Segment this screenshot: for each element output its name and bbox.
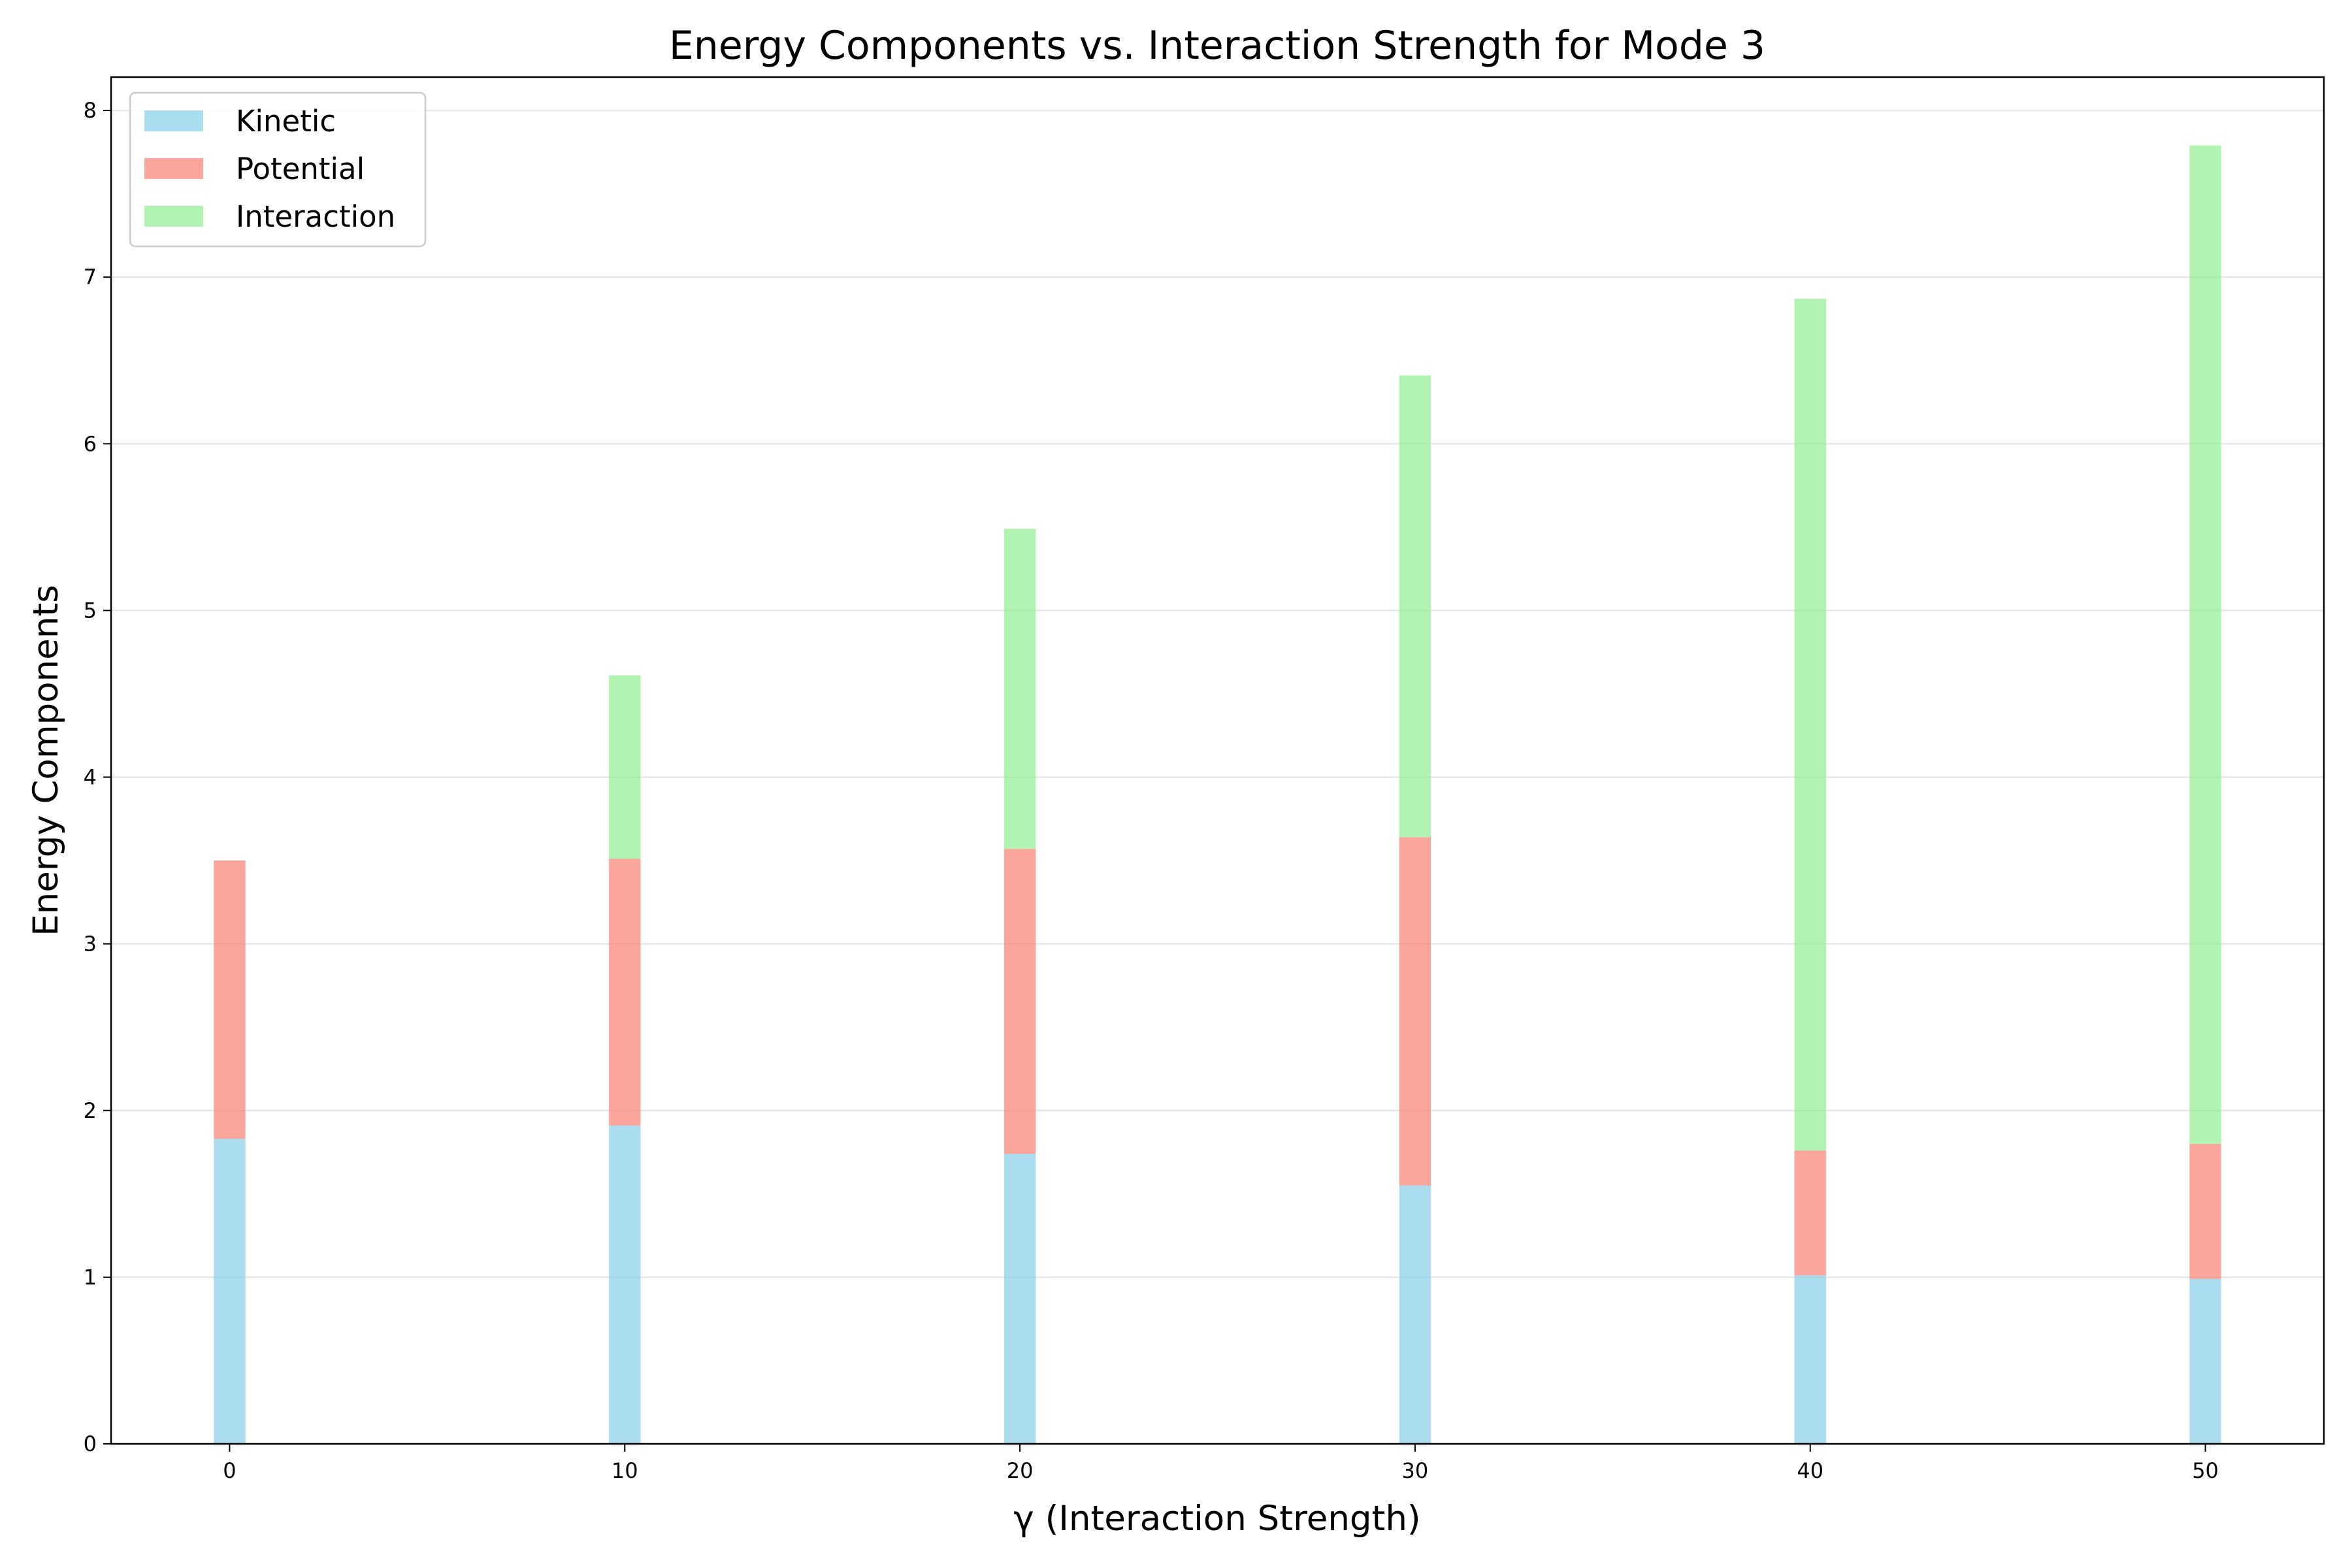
y-tick-label: 6 xyxy=(84,431,97,456)
y-tick-label: 7 xyxy=(84,265,97,289)
ticks-layer: 0 1 2 3 4 5 6 7 8 0 10 20 30 40 50 xyxy=(84,98,2219,1483)
bar-potential-gamma-0 xyxy=(214,860,246,1139)
y-tick-label: 0 xyxy=(84,1431,97,1456)
x-tick-label: 30 xyxy=(1402,1458,1429,1483)
legend-label-kinetic: Kinetic xyxy=(236,104,336,139)
bar-kinetic-gamma-50 xyxy=(2189,1279,2221,1444)
legend: Kinetic Potential Interaction xyxy=(129,91,427,248)
legend-frame xyxy=(129,91,427,248)
bar-interaction-gamma-20 xyxy=(1004,529,1036,849)
y-tick-label: 8 xyxy=(84,98,97,123)
grid-layer xyxy=(111,109,2324,1279)
x-tick-label: 50 xyxy=(2192,1458,2219,1483)
x-tick-label: 0 xyxy=(223,1458,236,1483)
bar-kinetic-gamma-20 xyxy=(1004,1154,1036,1444)
bar-interaction-gamma-50 xyxy=(2189,145,2221,1144)
bar-potential-gamma-40 xyxy=(1794,1150,1826,1276)
x-tick-label: 20 xyxy=(1007,1458,1034,1483)
legend-label-potential: Potential xyxy=(236,152,365,186)
bar-kinetic-gamma-10 xyxy=(609,1125,641,1444)
chart-title: Energy Components vs. Interaction Streng… xyxy=(669,23,1765,69)
legend-swatch-interaction xyxy=(144,206,203,227)
x-tick-label: 10 xyxy=(612,1458,638,1483)
legend-label-interaction: Interaction xyxy=(236,199,395,234)
legend-swatch-kinetic xyxy=(144,110,203,131)
bar-potential-gamma-20 xyxy=(1004,849,1036,1154)
bar-kinetic-gamma-30 xyxy=(1399,1185,1431,1444)
y-tick-label: 2 xyxy=(84,1098,97,1123)
bar-potential-gamma-50 xyxy=(2189,1143,2221,1279)
bar-interaction-gamma-10 xyxy=(609,675,641,859)
bar-kinetic-gamma-40 xyxy=(1794,1275,1826,1444)
legend-swatch-potential xyxy=(144,158,203,179)
plot-frame xyxy=(110,76,2325,1445)
bar-interaction-gamma-40 xyxy=(1794,299,1826,1151)
y-tick-label: 5 xyxy=(84,598,97,623)
y-axis-label: Energy Components xyxy=(26,585,66,936)
x-axis-label: γ (Interaction Strength) xyxy=(1013,1499,1420,1539)
y-tick-label: 4 xyxy=(84,765,97,790)
y-tick-label: 1 xyxy=(84,1265,97,1290)
bars-layer xyxy=(214,145,2221,1444)
bar-kinetic-gamma-0 xyxy=(214,1139,246,1444)
bar-potential-gamma-30 xyxy=(1399,837,1431,1186)
y-tick-label: 3 xyxy=(84,932,97,956)
bar-potential-gamma-10 xyxy=(609,858,641,1126)
x-tick-label: 40 xyxy=(1797,1458,1823,1483)
bar-interaction-gamma-30 xyxy=(1399,375,1431,838)
